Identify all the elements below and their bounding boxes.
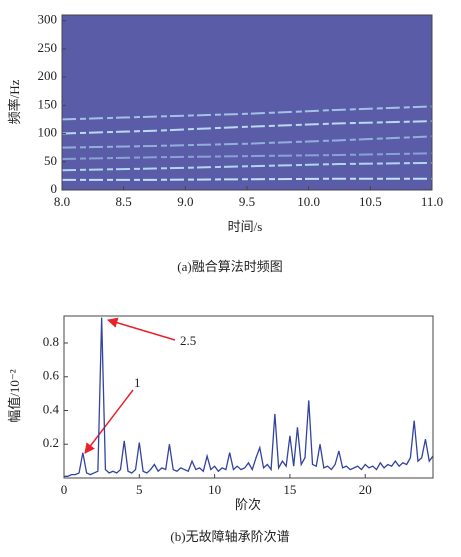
x-tick-label: 9.5: [239, 194, 255, 209]
ridge: [61, 105, 433, 121]
y-tick-label: 300: [38, 12, 58, 27]
y-tick-label: 50: [44, 153, 57, 168]
x-tick-label: 15: [283, 482, 296, 497]
x-tick-label: 11.0: [421, 194, 443, 209]
x-tick-label: 20: [359, 482, 372, 497]
y-tick-label: 100: [38, 125, 58, 140]
y-tick-label: 0.8: [43, 334, 59, 349]
annotation-arrow: [84, 389, 134, 454]
plot-frame: [63, 315, 434, 479]
y-tick-label: 250: [38, 40, 58, 55]
spectrum-line: [64, 317, 434, 477]
x-tick-label: 5: [136, 482, 143, 497]
spectrogram-background: [62, 15, 432, 190]
x-tick-label: 10.5: [359, 194, 382, 209]
ridge: [61, 161, 433, 172]
x-tick-label: 8.0: [54, 194, 70, 209]
x-tick-label: 8.5: [116, 194, 132, 209]
y-axis-label: 频率/Hz: [7, 79, 22, 124]
annotation: 2.5: [180, 333, 196, 348]
y-tick-label: 0.4: [43, 401, 60, 416]
ridge: [61, 120, 433, 135]
y-tick-label: 0.6: [43, 368, 60, 383]
annotation-arrow: [106, 317, 176, 341]
ridge: [61, 135, 433, 149]
x-tick-label: 0: [61, 482, 68, 497]
ridge: [62, 177, 432, 181]
y-tick-label: 150: [38, 96, 58, 111]
caption: (b)无故障轴承阶次谱: [170, 529, 289, 544]
caption: (a)融合算法时频图: [177, 259, 282, 274]
y-tick-label: 0.2: [43, 435, 59, 450]
x-tick-label: 10.0: [297, 194, 320, 209]
annotation: 1: [134, 375, 141, 390]
x-tick-label: 10: [208, 482, 221, 497]
x-tick-label: 9.0: [177, 194, 193, 209]
y-tick-label: 200: [38, 68, 58, 83]
x-axis-label: 时间/s: [228, 219, 263, 234]
y-axis-label: 幅值/10⁻²: [7, 369, 22, 422]
ridge: [61, 152, 433, 160]
y-tick-label: 0: [51, 181, 58, 196]
x-axis-label: 阶次: [235, 497, 261, 512]
